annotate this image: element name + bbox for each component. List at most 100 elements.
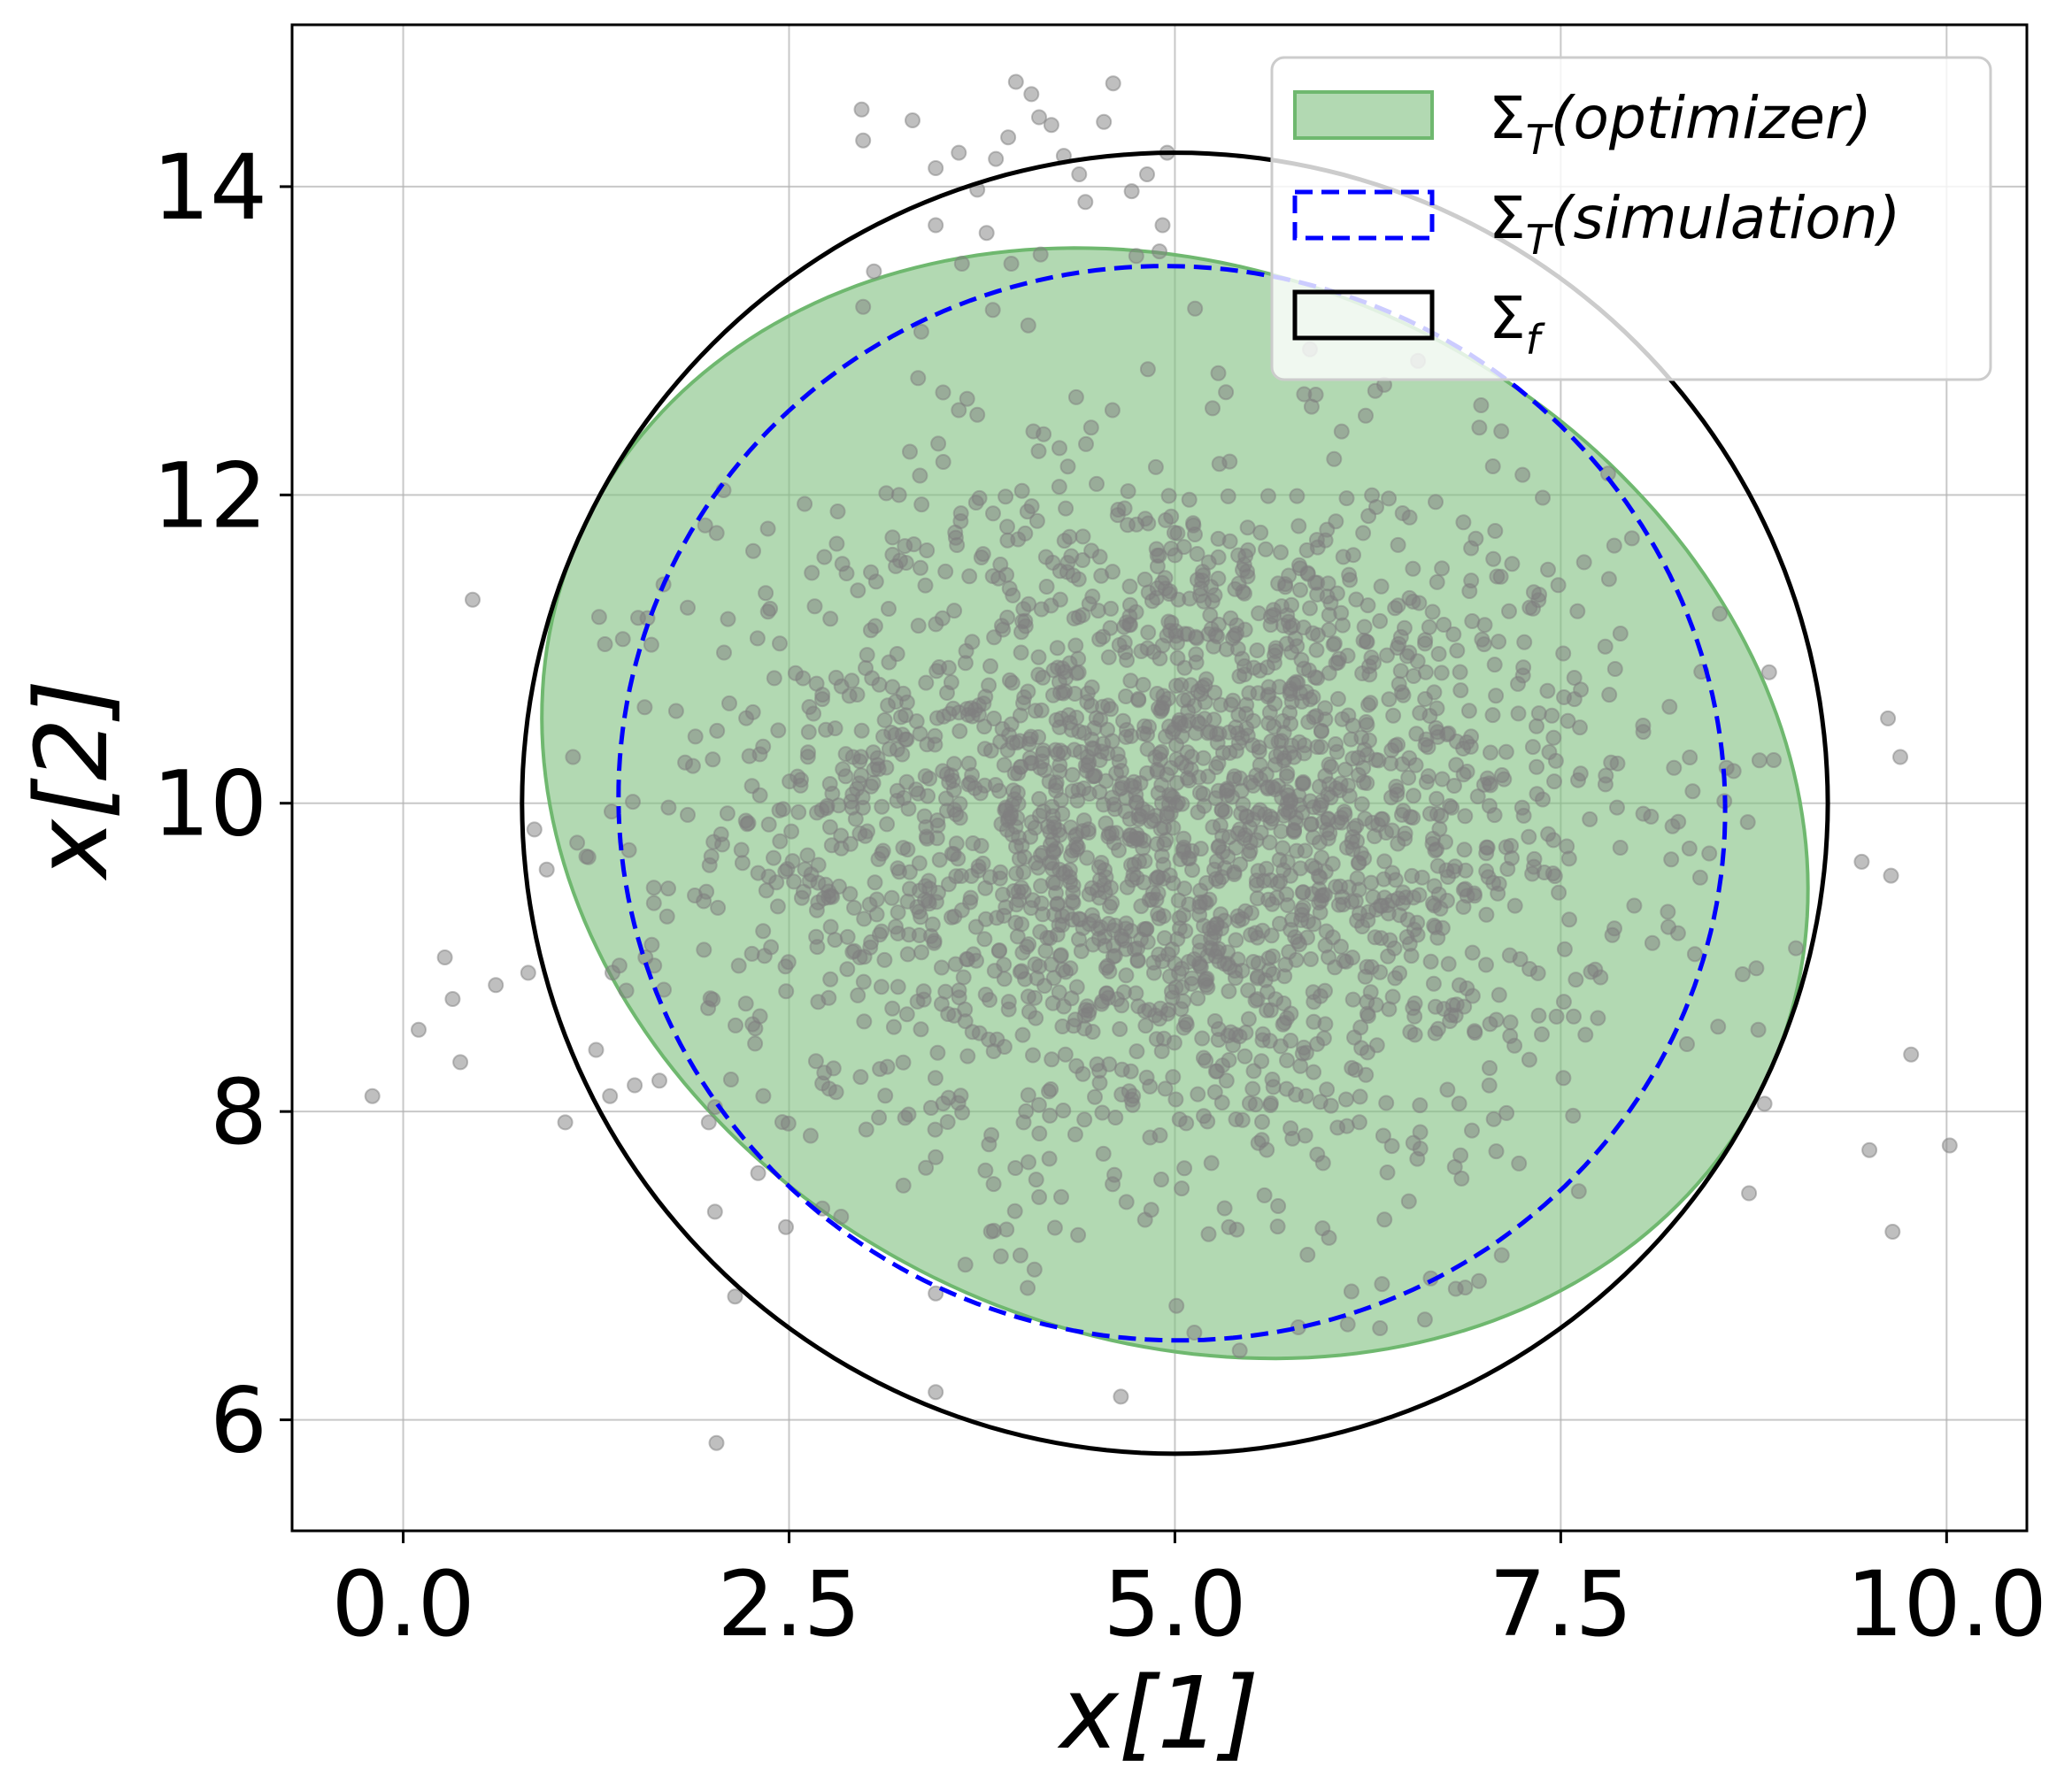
sample-point (1245, 659, 1262, 676)
sample-point (920, 788, 936, 804)
sample-point (996, 757, 1013, 773)
sample-point (1094, 1104, 1111, 1121)
sample-point (1205, 400, 1221, 417)
sample-point (1326, 450, 1343, 467)
sample-point (759, 603, 776, 620)
sample-point (1210, 365, 1227, 381)
sample-point (1095, 1145, 1112, 1162)
sample-point (751, 787, 768, 803)
sample-point (1338, 490, 1355, 507)
sample-point (1030, 649, 1047, 665)
sample-point (978, 225, 995, 242)
sample-point (861, 896, 878, 913)
sample-point (996, 907, 1013, 924)
sample-point (1597, 638, 1614, 655)
sample-point (961, 568, 978, 585)
sample-point (1228, 932, 1244, 949)
sample-point (1417, 632, 1434, 649)
sample-point (1447, 1007, 1464, 1024)
sample-point (701, 857, 718, 873)
sample-point (1884, 1224, 1901, 1240)
sample-point (645, 895, 662, 911)
sample-point (986, 711, 1002, 726)
sample-point (1211, 456, 1228, 473)
sample-point (1305, 829, 1321, 846)
sample-point (750, 1164, 766, 1181)
sample-point (1120, 517, 1136, 534)
sample-point (928, 217, 944, 234)
sample-point (1405, 560, 1421, 577)
sample-point (1412, 704, 1429, 721)
sample-point (1104, 402, 1121, 419)
sample-point (990, 942, 1007, 959)
sample-point (614, 631, 631, 648)
sample-point (1353, 795, 1370, 812)
sample-point (1041, 1150, 1058, 1167)
sample-point (1249, 642, 1266, 658)
sample-point (1042, 1107, 1059, 1124)
sample-point (1113, 1388, 1129, 1405)
sample-point (706, 1203, 723, 1220)
sample-point (1417, 736, 1434, 753)
sample-point (1556, 941, 1573, 957)
sample-point (1239, 563, 1255, 580)
sample-point (1555, 994, 1572, 1011)
sample-point (1577, 1026, 1594, 1043)
sample-point (772, 635, 788, 652)
sample-point (1244, 1080, 1261, 1097)
sample-point (1273, 823, 1290, 840)
sample-point (1077, 757, 1094, 773)
sample-point (862, 622, 879, 639)
sample-point (913, 1021, 929, 1038)
sample-point (858, 1121, 874, 1138)
sample-point (1265, 965, 1282, 982)
sample-point (1169, 634, 1185, 651)
sample-point (1170, 892, 1187, 909)
sample-point (1394, 756, 1411, 772)
sample-point (687, 728, 704, 745)
sample-point (1351, 1114, 1367, 1131)
sample-point (1203, 1155, 1220, 1172)
sample-point (1482, 1060, 1498, 1076)
sample-point (1388, 779, 1405, 795)
sample-point (660, 880, 676, 897)
sample-point (580, 849, 597, 865)
sample-point (874, 842, 891, 859)
sample-point (1319, 588, 1336, 605)
sample-point (1529, 718, 1544, 734)
sample-point (1080, 1006, 1097, 1023)
sample-point (1372, 897, 1389, 914)
sample-point (842, 886, 859, 903)
sample-point (977, 1162, 994, 1179)
sample-point (1059, 564, 1075, 580)
sample-point (1163, 541, 1180, 557)
sample-point (1429, 1020, 1446, 1037)
sample-point (1349, 870, 1366, 887)
sample-point (1478, 906, 1495, 923)
sample-point (895, 1054, 912, 1071)
sample-point (1279, 1052, 1295, 1069)
sample-point (1392, 663, 1409, 680)
sample-point (1635, 724, 1652, 741)
sample-point (943, 674, 959, 691)
sample-point (1148, 541, 1165, 557)
sample-point (1535, 791, 1551, 808)
sample-point (951, 989, 967, 1006)
sample-point (766, 849, 782, 866)
sample-point (1660, 903, 1676, 920)
sample-point (1102, 619, 1119, 636)
sample-point (1433, 665, 1450, 681)
sample-point (824, 785, 841, 802)
sample-point (820, 883, 837, 900)
x-tick-label: 2.5 (717, 1552, 860, 1657)
x-tick-label: 7.5 (1489, 1552, 1632, 1657)
sample-point (744, 703, 761, 720)
sample-point (1485, 1111, 1502, 1127)
sample-point (874, 923, 890, 940)
sample-point (928, 1384, 944, 1401)
sample-point (1319, 1081, 1336, 1098)
sample-point (1504, 556, 1521, 573)
sample-point (1337, 1091, 1354, 1108)
sample-point (590, 609, 607, 626)
sample-point (935, 454, 951, 470)
